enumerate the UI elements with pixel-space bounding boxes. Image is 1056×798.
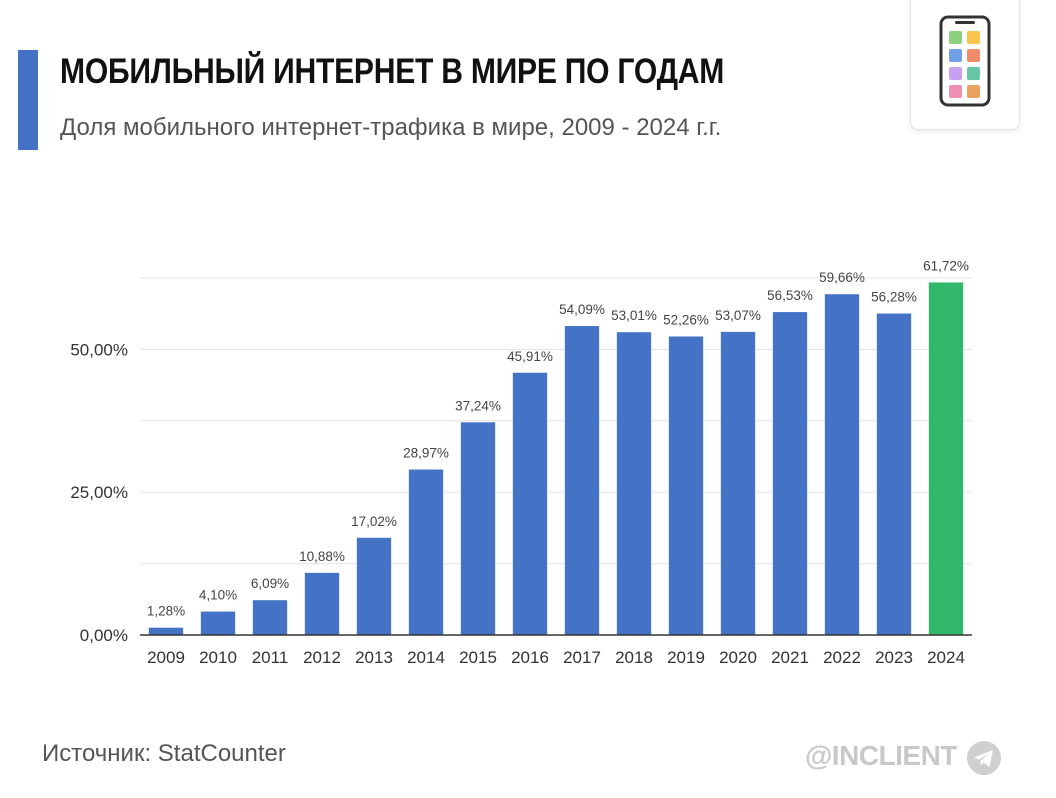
value-label: 56,53% [767, 288, 813, 303]
x-tick-label: 2015 [459, 648, 497, 667]
value-label: 37,24% [455, 398, 501, 413]
value-label: 10,88% [299, 549, 345, 564]
source-note: Источник: StatCounter [42, 740, 286, 767]
x-tick-label: 2010 [199, 648, 237, 667]
bar-2012 [304, 572, 340, 635]
x-tick-label: 2023 [875, 648, 913, 667]
x-tick-label: 2013 [355, 648, 393, 667]
value-label: 59,66% [819, 270, 865, 285]
brand-watermark: @INCLIENT [805, 740, 957, 771]
x-tick-label: 2017 [563, 648, 601, 667]
telegram-icon [967, 741, 1001, 775]
chart-title: МОБИЛЬНЫЙ ИНТЕРНЕТ В МИРЕ ПО ГОДАМ [60, 52, 725, 91]
y-tick-label: 0,00% [80, 626, 128, 645]
value-label: 53,07% [715, 308, 761, 323]
x-tick-label: 2018 [615, 648, 653, 667]
value-label: 1,28% [147, 604, 185, 619]
x-tick-label: 2012 [303, 648, 341, 667]
bar-2023 [876, 313, 912, 635]
value-label: 17,02% [351, 514, 397, 529]
bar-2013 [356, 537, 392, 635]
bar-2016 [512, 372, 548, 635]
value-label: 53,01% [611, 308, 657, 323]
x-tick-label: 2016 [511, 648, 549, 667]
bar-2022 [824, 294, 860, 635]
x-tick-label: 2021 [771, 648, 809, 667]
value-label: 28,97% [403, 446, 449, 461]
x-tick-label: 2022 [823, 648, 861, 667]
bar-2015 [460, 422, 496, 635]
y-tick-label: 50,00% [70, 340, 128, 359]
value-label: 56,28% [871, 290, 917, 305]
chart-subtitle: Доля мобильного интернет-трафика в мире,… [60, 114, 722, 141]
value-label: 61,72% [923, 258, 969, 273]
bar-2011 [252, 600, 288, 635]
value-label: 54,09% [559, 302, 605, 317]
bar-2009 [148, 627, 184, 635]
x-tick-label: 2019 [667, 648, 705, 667]
bar-2019 [668, 336, 704, 635]
bar-2010 [200, 611, 236, 635]
x-tick-label: 2011 [252, 648, 289, 667]
bar-2014 [408, 469, 444, 635]
bar-2024 [928, 282, 964, 635]
title-accent-bar [18, 50, 38, 150]
smartphone-icon [939, 15, 991, 107]
bar-2021 [772, 312, 808, 635]
value-label: 45,91% [507, 349, 553, 364]
bar-2017 [564, 326, 600, 635]
bar-2020 [720, 331, 756, 635]
x-tick-label: 2014 [407, 648, 445, 667]
phone-card [910, 0, 1020, 130]
bar-2018 [616, 332, 652, 635]
y-tick-label: 25,00% [70, 483, 128, 502]
value-label: 52,26% [663, 312, 709, 327]
x-tick-label: 2020 [719, 648, 757, 667]
value-label: 6,09% [251, 576, 289, 591]
x-tick-label: 2024 [927, 648, 965, 667]
value-label: 4,10% [199, 588, 237, 603]
x-tick-label: 2009 [147, 648, 185, 667]
